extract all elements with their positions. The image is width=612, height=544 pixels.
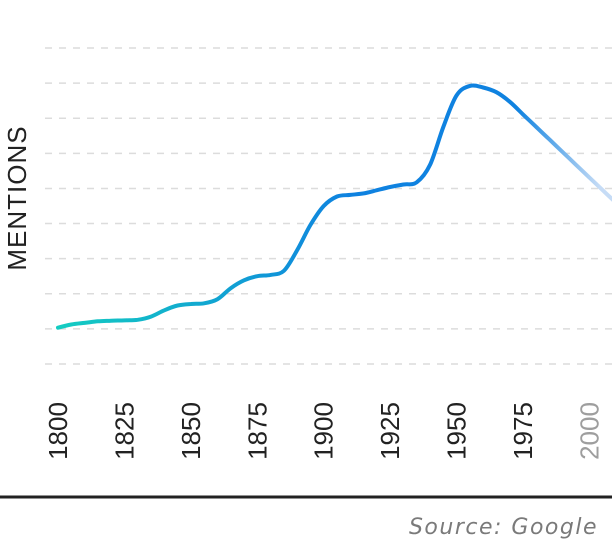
- x-tick-label: 1925: [375, 402, 405, 460]
- x-tick-label: 1875: [242, 402, 272, 460]
- x-tick-label: 1800: [43, 402, 73, 460]
- x-tick-label: 1850: [176, 402, 206, 460]
- x-tick-label: 1975: [508, 402, 538, 460]
- x-tick-label: 1900: [309, 402, 339, 460]
- x-axis-ticks: 1800 1825 1850 1875 1900 1925 1950 1975 2000: [43, 402, 604, 460]
- y-axis-label: MENTIONS: [2, 125, 32, 270]
- x-tick-label: 1950: [442, 402, 472, 460]
- gridlines: [45, 47, 612, 365]
- series-line: [56, 83, 612, 330]
- x-tick-label: 2000: [574, 402, 604, 460]
- source-caption: Source: Google: [408, 515, 598, 540]
- x-tick-label: 1825: [109, 402, 139, 460]
